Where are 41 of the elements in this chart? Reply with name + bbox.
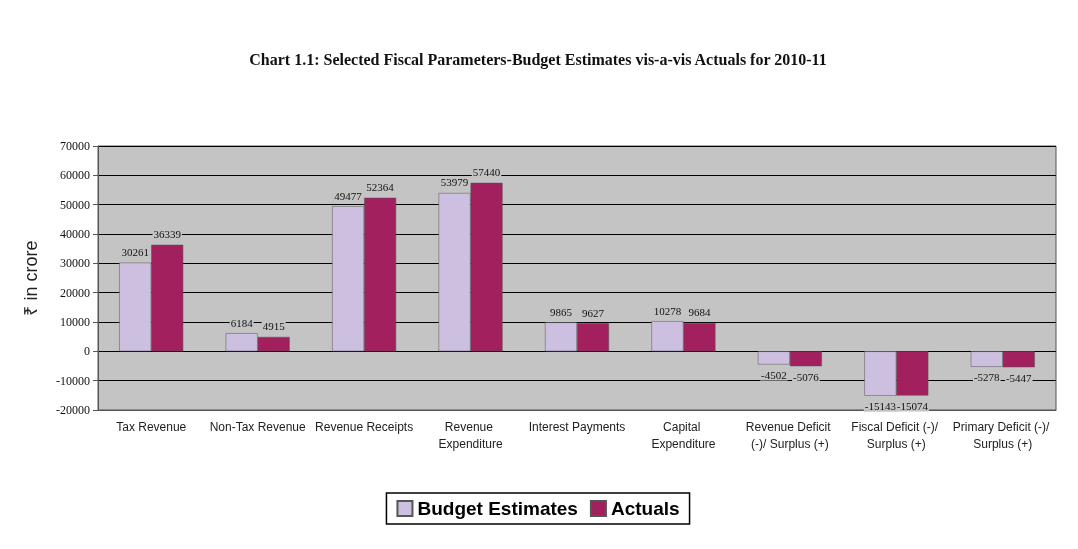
data-label: -15074 xyxy=(896,400,929,413)
data-label: -15143 xyxy=(864,400,897,413)
legend-label: Actuals xyxy=(610,498,680,519)
data-label: 52364 xyxy=(366,181,395,194)
data-label: 57440 xyxy=(472,166,501,179)
data-label: 49477 xyxy=(334,189,363,202)
data-label: -4502 xyxy=(761,369,787,382)
data-label: 9865 xyxy=(550,305,573,318)
data-label: 10278 xyxy=(653,304,682,317)
y-tick-label: -10000 xyxy=(56,373,90,388)
y-tick-label: 70000 xyxy=(60,139,90,153)
y-tick-label: 10000 xyxy=(60,315,90,329)
legend-label: Budget Estimates xyxy=(417,498,578,519)
x-tick-label: Revenue Receipts xyxy=(315,419,414,434)
x-tick-label: Revenue Deficit (-)/ Surplus (+) xyxy=(745,419,834,451)
x-tick-label: Tax Revenue xyxy=(116,419,187,434)
data-label: 6184 xyxy=(230,316,254,329)
y-tick-label: -20000 xyxy=(56,403,90,417)
x-tick-label: Interest Payments xyxy=(528,419,626,434)
data-label: 36339 xyxy=(153,228,182,241)
data-label: 30261 xyxy=(121,246,149,259)
y-tick-label: 20000 xyxy=(60,285,90,300)
y-tick-label: 0 xyxy=(84,344,90,359)
x-tick-label: Non-Tax Revenue xyxy=(209,419,307,434)
data-label: -5447 xyxy=(1005,371,1033,384)
y-tick-label: 60000 xyxy=(60,168,90,183)
y-tick-label: 30000 xyxy=(60,256,90,271)
data-label: 9627 xyxy=(582,306,605,319)
x-tick-label: Revenue Expenditure xyxy=(438,419,503,451)
x-tick-label: Primary Deficit (-)/ Surplus (+) xyxy=(952,419,1053,451)
data-label: 9684 xyxy=(688,306,711,319)
y-axis-title: ₹ in crore xyxy=(21,240,41,316)
chart-title: Chart 1.1: Selected Fiscal Parameters-Budget Estimates vis-a-vis Actuals for 2010-11 xyxy=(249,50,827,69)
data-label: -5278 xyxy=(973,371,1001,384)
data-label: 4915 xyxy=(262,320,286,333)
y-tick-label: 40000 xyxy=(60,227,90,241)
x-tick-label: Capital Expenditure xyxy=(651,419,716,451)
data-label: 53979 xyxy=(440,176,469,189)
x-tick-label: Fiscal Deficit (-)/ Surplus (+) xyxy=(851,419,942,451)
y-tick-label: 50000 xyxy=(60,197,90,212)
data-label: -5076 xyxy=(793,370,820,383)
